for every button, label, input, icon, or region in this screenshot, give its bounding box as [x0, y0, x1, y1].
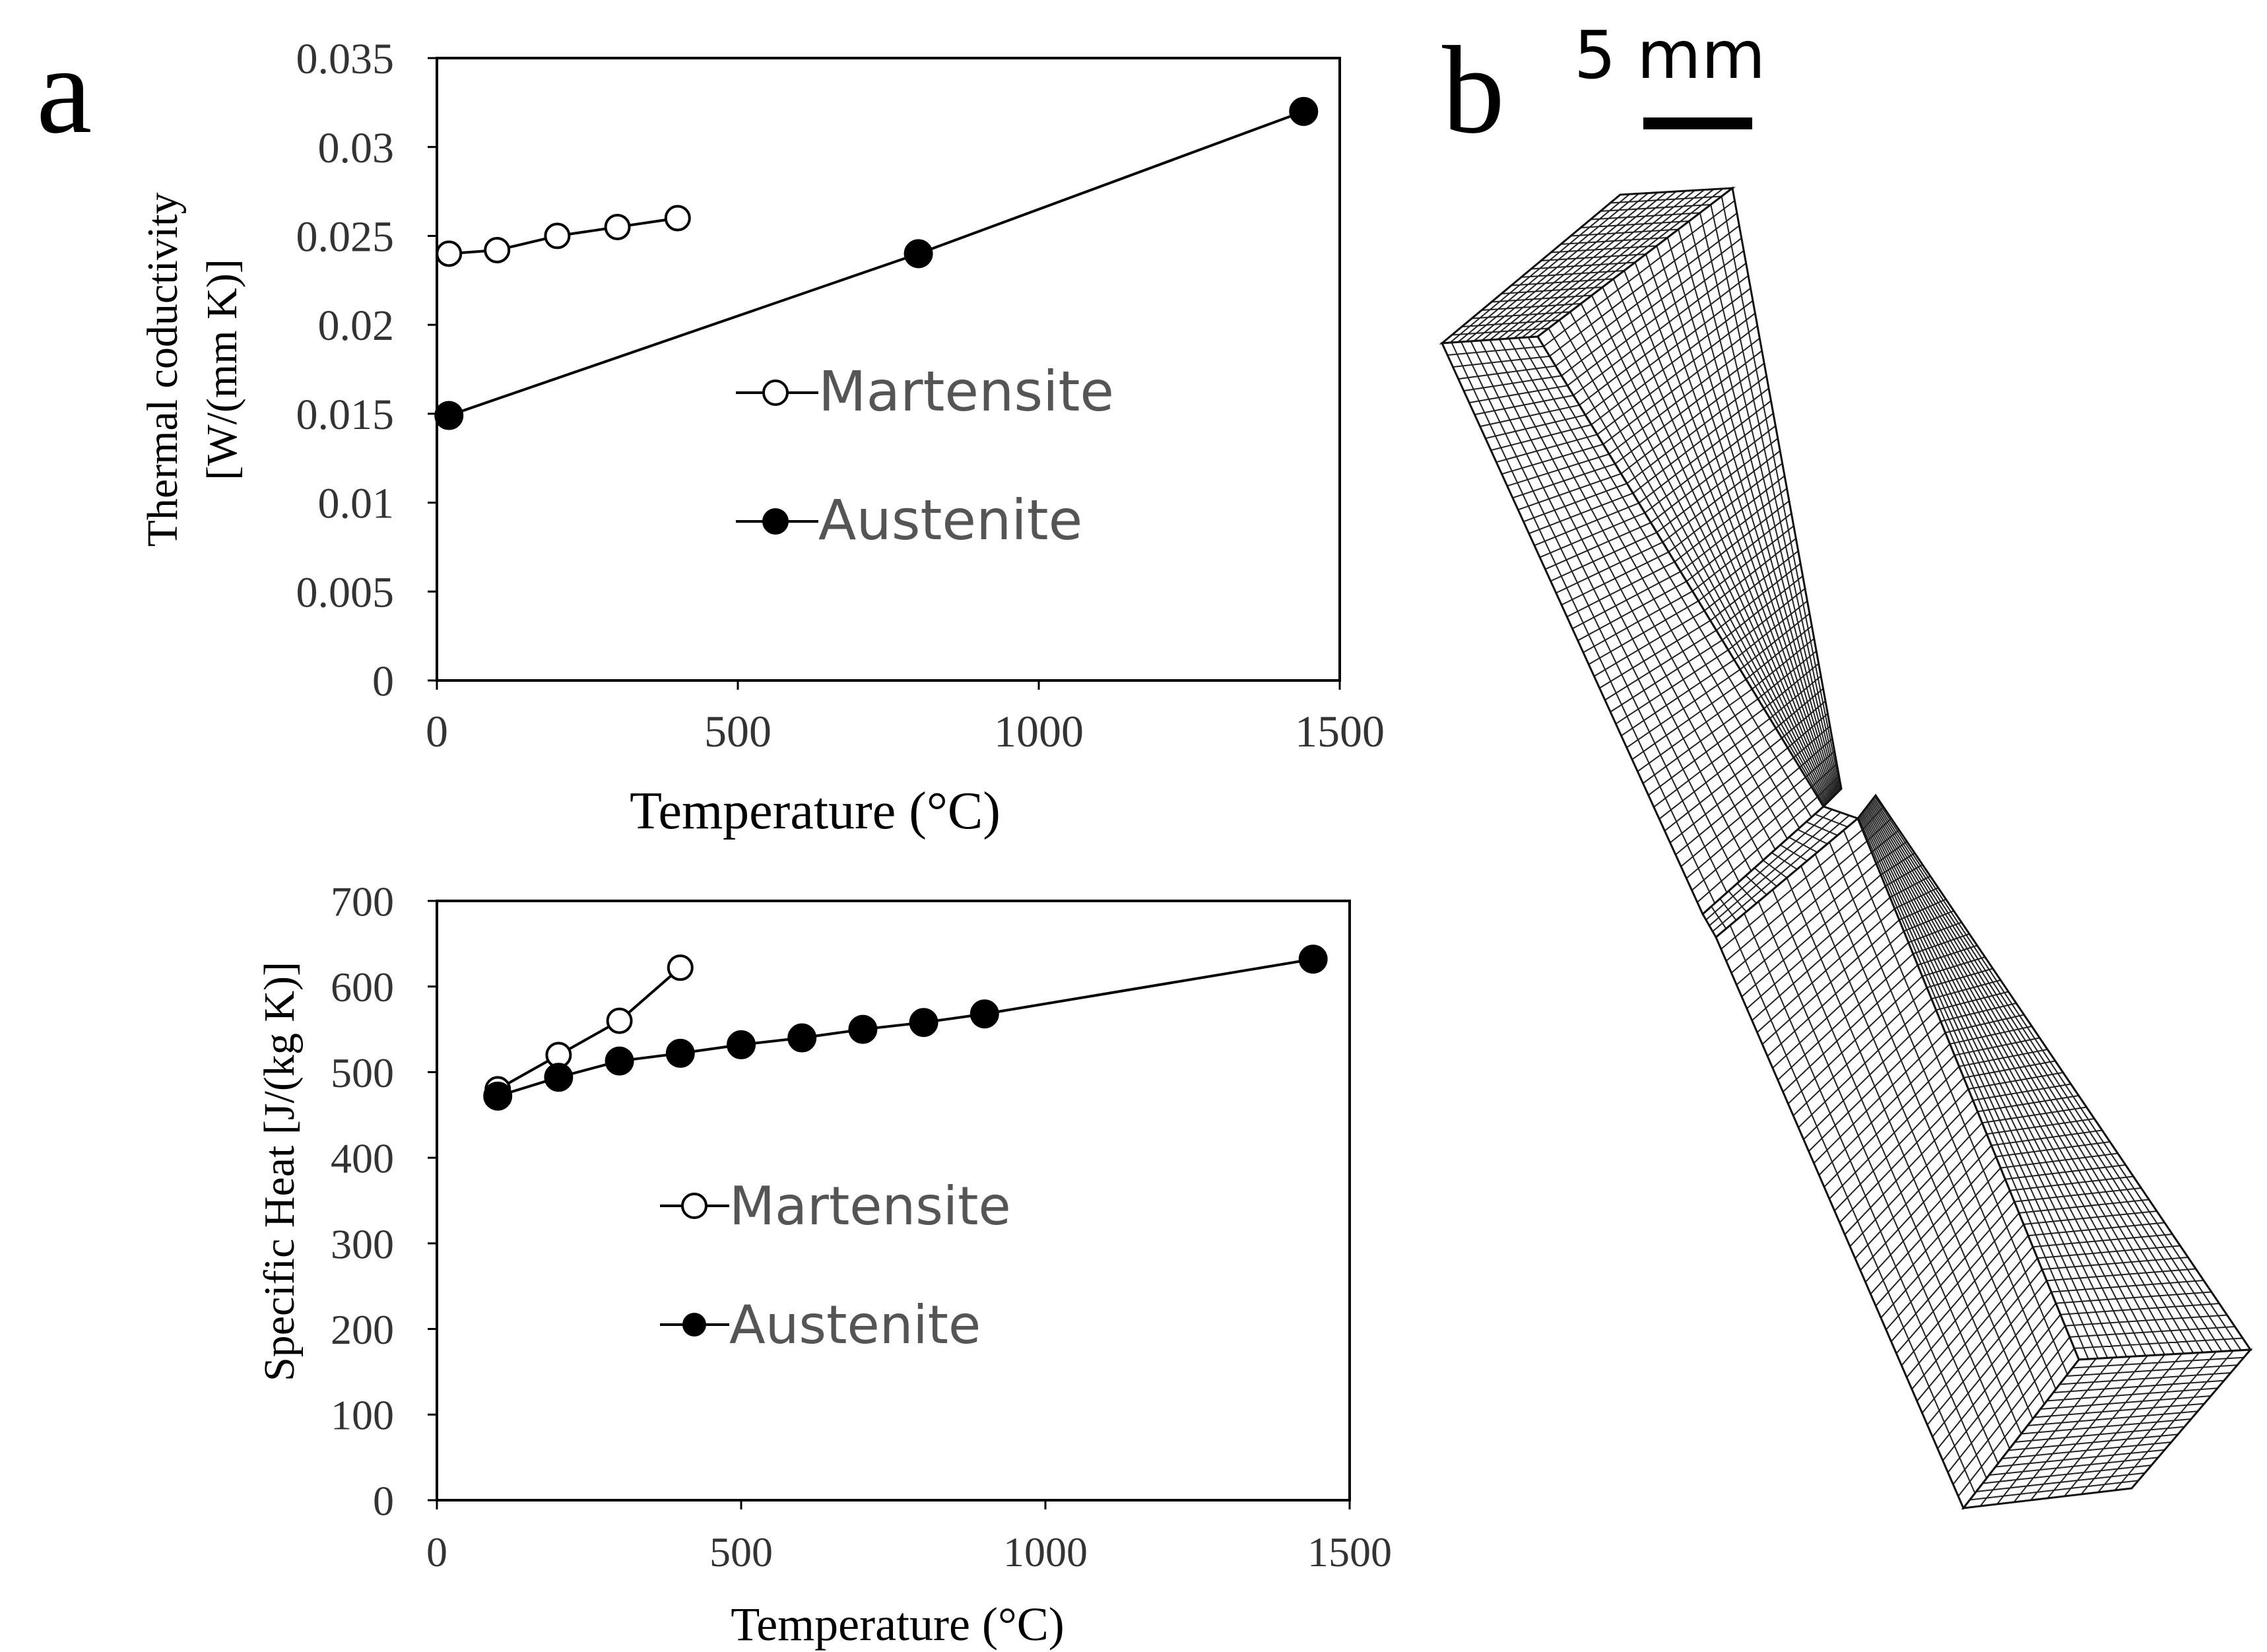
c2-y-tick-label: 100 [331, 1392, 394, 1439]
c2-austenite-point [665, 1038, 695, 1068]
c2-y-tick-label: 200 [331, 1306, 394, 1353]
c1-x-tick-label: 0 [426, 706, 448, 756]
c1-martensite-point [436, 240, 463, 267]
c2-austenite-point [727, 1030, 756, 1059]
c2-austenite-point [969, 999, 999, 1029]
c1-austenite-point [904, 239, 933, 269]
c2-martensite-line [497, 966, 682, 1091]
chart2-x-axis-label: Temperature (°C) [731, 1598, 1065, 1651]
chart1-legend-martensite-marker [762, 380, 789, 406]
c1-x-tick-label: 1500 [1295, 706, 1385, 756]
scale-bar-label: 5 mm [1574, 17, 1765, 94]
c2-austenite-point [848, 1014, 878, 1044]
chart2-legend-martensite-marker [681, 1193, 707, 1219]
chart1-legend-austenite-marker [762, 508, 789, 535]
c1-y-tick-label: 0.01 [318, 480, 395, 528]
c2-martensite-point [667, 954, 694, 981]
c2-austenite-point [1298, 944, 1328, 974]
c1-y-tick-label: 0.03 [318, 124, 395, 172]
chart2-y-axis-label: Specific Heat [J/(kg K)] [255, 962, 304, 1381]
c2-x-tick-label: 1000 [1003, 1529, 1088, 1575]
c1-martensite-point [484, 236, 511, 263]
thermal-conductivity-chart: 0 500 1000 1500 0 0.005 0.01 0.015 0.02 0.025 0.0… [139, 35, 1385, 840]
chart2-plot-frame [436, 900, 1351, 1502]
chart2-legend-austenite-marker [682, 1313, 706, 1337]
c1-austenite-point [1289, 96, 1319, 126]
chart1-plot-frame [436, 57, 1341, 682]
chart2-legend-martensite-label: Martensite [729, 1175, 1011, 1237]
c1-martensite-point [664, 205, 691, 232]
specific-heat-chart: 0 500 1000 1500 0 100 200 300 400 500 600 700 Temp… [255, 878, 1392, 1651]
finite-element-mesh [1439, 186, 2253, 1510]
c2-austenite-point [544, 1063, 574, 1092]
c2-austenite-point [787, 1023, 817, 1053]
c2-y-tick-label: 700 [331, 878, 394, 925]
c2-austenite-point [605, 1046, 634, 1076]
c1-austenite-point [434, 401, 464, 430]
chart1-x-axis-label: Temperature (°C) [630, 782, 1001, 840]
c1-y-tick-label: 0.035 [296, 35, 395, 83]
scale-bar [1643, 117, 1752, 129]
panel-label-a: a [36, 21, 92, 160]
c1-martensite-point [604, 213, 631, 240]
c2-austenite-point [483, 1081, 513, 1111]
panel-label-b: b [1442, 21, 1505, 160]
c1-y-tick-label: 0 [372, 657, 394, 706]
chart2-legend-austenite-label: Austenite [729, 1294, 981, 1356]
chart2-legend: Martensite Austenite [660, 1175, 1011, 1356]
c1-y-tick-label: 0.015 [296, 391, 395, 439]
c2-martensite-point [606, 1007, 633, 1034]
c2-y-tick-label: 500 [331, 1049, 394, 1096]
c1-y-tick-label: 0.025 [296, 213, 395, 261]
c2-austenite-line [497, 958, 1314, 1098]
c1-y-tick-label: 0.02 [318, 302, 395, 350]
chart1-legend-austenite-label: Austenite [818, 488, 1082, 552]
c1-martensite-point [544, 222, 571, 249]
c2-x-tick-label: 1500 [1307, 1529, 1392, 1575]
c2-y-tick-label: 400 [331, 1135, 394, 1182]
c2-y-tick-label: 0 [373, 1477, 394, 1524]
chart1-y-axis-label-line2: [W/(mm K)] [198, 259, 246, 480]
c2-y-tick-label: 300 [331, 1220, 394, 1267]
chart1-y-axis-label-line1: Thermal coductivity [139, 193, 187, 547]
c2-austenite-point [909, 1008, 938, 1038]
c1-x-tick-label: 500 [704, 706, 772, 756]
c2-x-tick-label: 500 [709, 1529, 773, 1575]
chart1-legend: Martensite Austenite [736, 359, 1114, 552]
c2-x-tick-label: 0 [426, 1529, 447, 1575]
c1-x-tick-label: 1000 [994, 706, 1084, 756]
c1-y-tick-label: 0.005 [296, 568, 395, 616]
c2-y-tick-label: 600 [331, 964, 394, 1010]
chart1-legend-martensite-label: Martensite [818, 359, 1114, 424]
